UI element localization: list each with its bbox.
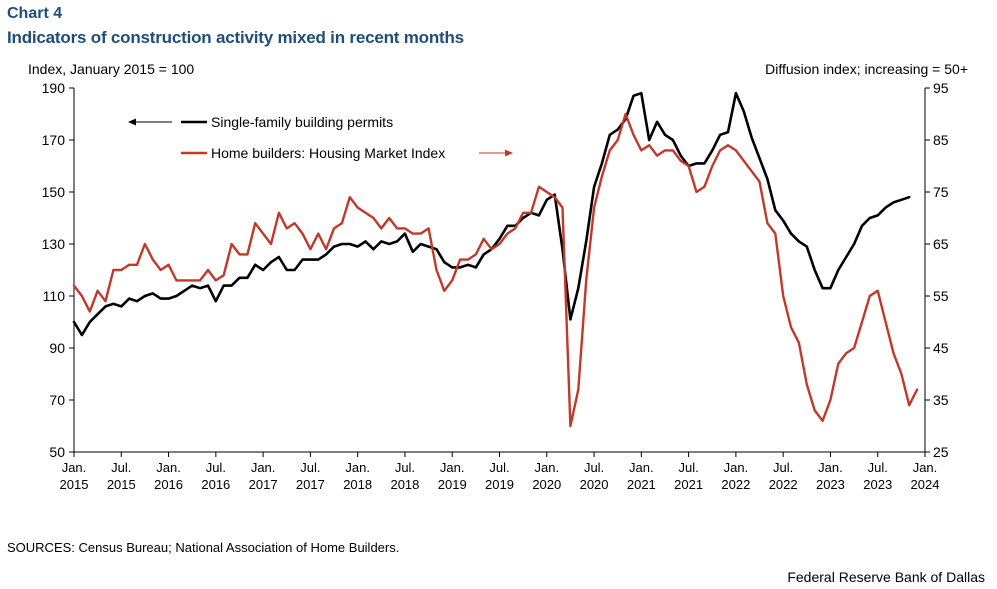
x-axis-tick-label-year: 2020 (580, 477, 609, 492)
x-axis-tick-label-month: Jan. (818, 460, 843, 475)
x-axis-tick-label-month: Jul. (584, 460, 604, 475)
right-axis-tick-label: 25 (933, 444, 949, 460)
x-axis-tick-label-year: 2024 (911, 477, 940, 492)
chart-title: Indicators of construction activity mixe… (7, 28, 464, 47)
left-axis-tick-label: 90 (49, 340, 65, 356)
x-axis-tick-label-month: Jul. (206, 460, 226, 475)
x-axis-tick-label-year: 2019 (485, 477, 514, 492)
right-axis-tick-label: 85 (933, 132, 949, 148)
x-axis-tick-label-year: 2023 (816, 477, 845, 492)
x-axis-tick-label-year: 2021 (627, 477, 656, 492)
x-axis-tick-label-year: 2016 (201, 477, 230, 492)
arrow-left-icon (128, 118, 136, 126)
x-axis-tick-label-year: 2020 (532, 477, 561, 492)
sources-note: SOURCES: Census Bureau; National Associa… (7, 540, 400, 555)
right-axis-tick-label: 75 (933, 184, 949, 200)
legend-label-hmi: Home builders: Housing Market Index (211, 145, 445, 161)
x-axis-tick-label-month: Jul. (395, 460, 415, 475)
x-axis-tick-label-month: Jan. (62, 460, 87, 475)
x-axis-tick-label-year: 2015 (107, 477, 136, 492)
x-axis-tick-label-year: 2017 (249, 477, 278, 492)
left-axis-tick-label: 150 (42, 184, 66, 200)
x-axis-tick-label-month: Jul. (773, 460, 793, 475)
left-axis-tick-label: 170 (42, 132, 66, 148)
x-axis-tick-label-year: 2022 (721, 477, 750, 492)
x-axis-tick-label-month: Jan. (724, 460, 749, 475)
x-axis-tick-label-month: Jan. (251, 460, 276, 475)
right-axis-tick-label: 35 (933, 392, 949, 408)
source-credit: Federal Reserve Bank of Dallas (787, 569, 985, 585)
x-axis-tick-label-year: 2015 (60, 477, 89, 492)
legend-label-permits: Single-family building permits (211, 114, 393, 130)
right-axis-tick-label: 65 (933, 236, 949, 252)
left-axis-unit-label: Index, January 2015 = 100 (28, 61, 195, 77)
x-axis-tick-label-year: 2022 (769, 477, 798, 492)
x-axis-tick-label-year: 2021 (674, 477, 703, 492)
x-axis-tick-label-month: Jan. (440, 460, 465, 475)
left-axis-tick-label: 70 (49, 392, 65, 408)
x-axis-tick-label-year: 2016 (154, 477, 183, 492)
x-axis-tick-label-year: 2018 (390, 477, 419, 492)
x-axis-tick-label-year: 2023 (863, 477, 892, 492)
arrow-right-icon (505, 149, 513, 157)
x-axis-tick-label-month: Jul. (489, 460, 509, 475)
x-axis-tick-label-month: Jan. (345, 460, 370, 475)
x-axis-tick-label-month: Jul. (868, 460, 888, 475)
left-axis-tick-label: 190 (42, 80, 66, 96)
left-axis-tick-label: 110 (43, 288, 66, 304)
x-axis-tick-label-year: 2019 (438, 477, 467, 492)
x-axis-tick-label-month: Jan. (534, 460, 559, 475)
right-axis-tick-label: 55 (933, 288, 949, 304)
chart-axes: 50 70 90 110 130 150 170 190 25 35 45 55 65 75 85 95 Jan… (42, 80, 949, 492)
x-axis-tick-label-year: 2018 (343, 477, 372, 492)
right-axis-tick-label: 45 (933, 340, 949, 356)
chart-series (72, 91, 919, 428)
x-axis-tick-label-month: Jan. (913, 460, 938, 475)
x-axis-tick-label-month: Jul. (678, 460, 698, 475)
legend-left-arrow (128, 118, 172, 126)
x-axis-tick-label-month: Jul. (111, 460, 131, 475)
chart-number: Chart 4 (7, 5, 63, 22)
x-axis-tick-label-year: 2017 (296, 477, 325, 492)
left-axis-tick-label: 50 (49, 444, 65, 460)
left-axis-tick-label: 130 (42, 236, 66, 252)
legend-right-arrow (479, 149, 513, 157)
right-axis-unit-label: Diffusion index; increasing = 50+ (765, 61, 968, 77)
chart-legend: Single-family building permits Home build… (128, 114, 513, 161)
x-axis-tick-label-month: Jan. (629, 460, 654, 475)
x-axis-tick-label-month: Jan. (156, 460, 181, 475)
x-axis-tick-label-month: Jul. (300, 460, 320, 475)
right-axis-tick-label: 95 (933, 80, 949, 96)
series-line-hmi (72, 112, 919, 428)
